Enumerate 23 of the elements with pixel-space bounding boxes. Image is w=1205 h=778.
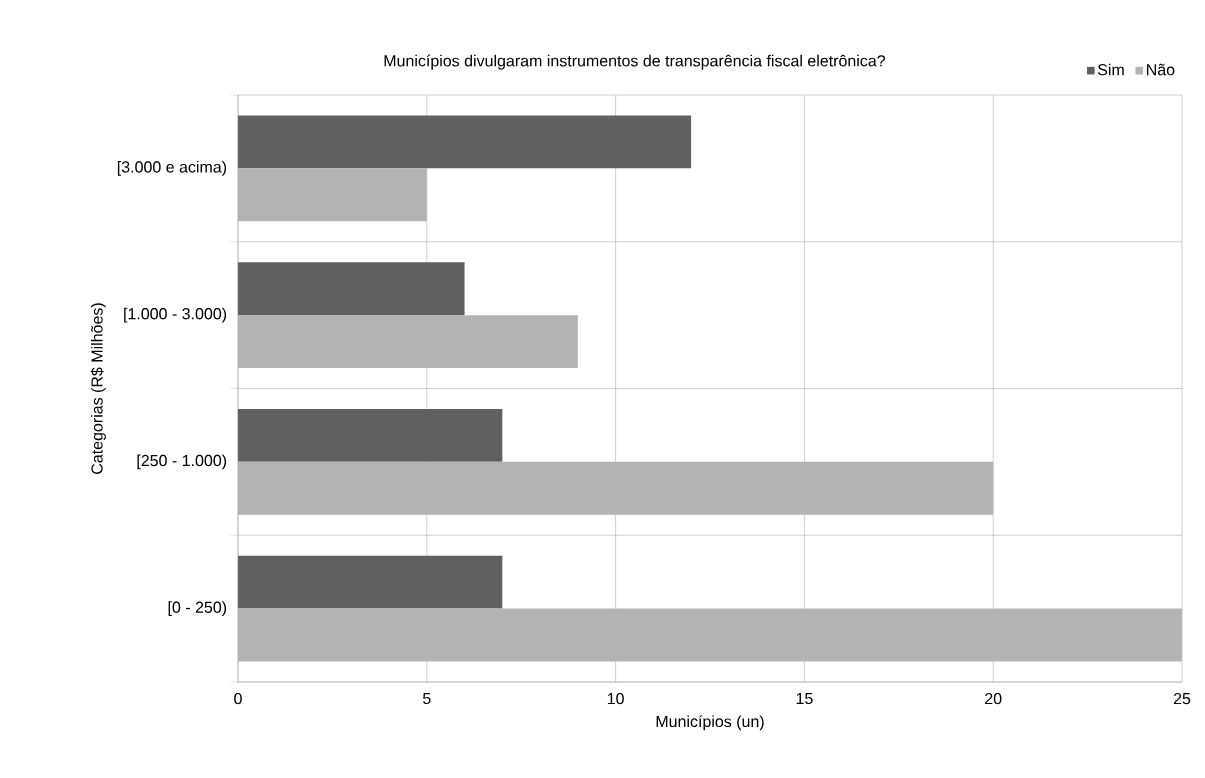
bar bbox=[238, 461, 994, 515]
bar bbox=[238, 409, 503, 462]
x-tick-label: 10 bbox=[607, 692, 624, 705]
y-axis-title: Categorias (R$ Milhões) bbox=[90, 303, 106, 474]
bar bbox=[238, 608, 1183, 662]
legend-label: Sim bbox=[1097, 63, 1124, 76]
bar bbox=[238, 168, 427, 222]
bar bbox=[238, 555, 503, 609]
x-tick-label: 25 bbox=[1173, 692, 1191, 705]
legend-label: Não bbox=[1147, 63, 1175, 76]
chart-title: Municípios divulgaram instrumentos de transparência fiscal eletrônica? bbox=[384, 54, 886, 70]
bar bbox=[238, 262, 465, 316]
x-tick-label: 15 bbox=[796, 692, 813, 705]
y-tick-label: [3.000 e acima) bbox=[117, 160, 227, 176]
y-tick-label: [1.000 - 3.000) bbox=[124, 307, 227, 323]
x-tick-label: 0 bbox=[234, 692, 242, 705]
y-tick-label: [0 - 250) bbox=[168, 601, 227, 617]
x-axis-title: Municípios (un) bbox=[656, 715, 764, 731]
y-tick-label: [250 - 1.000) bbox=[137, 454, 227, 470]
bar bbox=[238, 315, 578, 368]
x-tick-label: 5 bbox=[423, 692, 431, 705]
bar bbox=[238, 115, 692, 169]
x-tick-label: 20 bbox=[985, 692, 1002, 705]
